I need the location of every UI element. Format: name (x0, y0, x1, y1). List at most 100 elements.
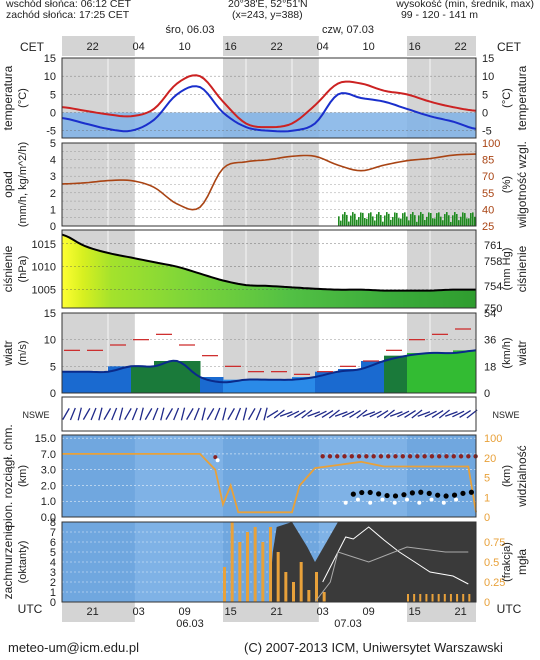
wind-speed-area (338, 369, 362, 393)
precip-bar (344, 212, 346, 226)
wind-ytick-right: 54 (484, 308, 496, 320)
wind-direction-arrow (144, 408, 153, 420)
bottom-axis-night-band (62, 602, 135, 622)
precip-bar (428, 212, 430, 226)
low-cloud-dot (355, 497, 360, 502)
precip-bar (430, 212, 432, 226)
wind-direction-arrow (160, 407, 165, 421)
wind-direction-arrow (118, 407, 124, 421)
low-cloud-dot (454, 497, 459, 502)
humidity-ytick-right: 70 (482, 171, 494, 183)
precip-bar (348, 221, 350, 226)
grid-text: (x=243, y=388) (232, 9, 303, 21)
fog-ytick-right: 0.5 (484, 557, 499, 569)
wind-direction-arrow (349, 410, 361, 418)
precip-bar (388, 213, 390, 226)
wind-direction-arrow (397, 410, 410, 418)
wind-direction-arrow (279, 411, 293, 417)
precip-bar (408, 220, 410, 226)
winddir-label-left: NSWE (23, 410, 50, 420)
low-cloud-dot (392, 500, 397, 505)
precip-frame (61, 142, 477, 227)
height-label: wysokość (min, średnik, max) (396, 0, 534, 10)
top-axis-night-band (407, 36, 476, 56)
footer-copyright: (C) 2007-2013 ICM, Uniwersytet Warszawsk… (244, 640, 503, 655)
fog-bar (419, 594, 422, 602)
precip-bar (380, 215, 382, 226)
precip-ytick-left: 0 (50, 221, 56, 233)
cloud-ytick-left: 0 (50, 597, 56, 609)
top-hour-label: 04 (317, 41, 329, 53)
tz-label-right: CET (497, 40, 522, 54)
wind-direction-arrow (90, 407, 97, 421)
wind-direction-arrow (307, 411, 321, 417)
cloud-height-dot (407, 454, 413, 459)
precip-bar (448, 215, 450, 226)
wind-direction-arrow (131, 407, 138, 421)
precip-bar (466, 218, 468, 226)
precip-bar (390, 219, 392, 226)
wind-direction-arrow (459, 410, 471, 418)
humidity-ytick-right: 25 (482, 221, 494, 233)
precip-bar (404, 212, 406, 226)
cloud-ytick-left: 4 (50, 557, 56, 569)
precip-bar (470, 213, 472, 226)
cloud-height-dot (349, 454, 354, 459)
cloud-ylabel-left: zachmurzenie (1, 524, 15, 599)
wind-direction-arrow (342, 410, 355, 418)
pressure-yunit-left: (hPa) (17, 256, 29, 283)
dewpoint-line (61, 85, 477, 133)
cloud-cover-area (269, 522, 476, 602)
wind-speed-area (177, 361, 201, 393)
top-hour-label: 16 (225, 41, 237, 53)
precip-ytick-left: 5 (50, 138, 56, 150)
fog-bar (299, 562, 303, 602)
wind-direction-arrow (173, 407, 180, 421)
wind-direction-arrow (266, 410, 279, 418)
precip-bar (386, 212, 388, 226)
fog-bar (437, 594, 440, 602)
cloud-base-dot (451, 492, 458, 498)
fog-bar (462, 594, 465, 602)
precip-bar (364, 218, 366, 226)
fog-bar (292, 582, 295, 602)
bottom-date-2: 07.03 (334, 618, 362, 630)
precip-ytick-left: 3 (50, 171, 56, 183)
bottom-hour-label: 09 (179, 606, 191, 618)
precip-bar (450, 221, 452, 226)
visibility-night-band (407, 435, 476, 517)
cloud-height-dot (393, 454, 398, 459)
wind-direction-arrow (376, 410, 389, 418)
pressure-ytick-left: 1010 (32, 262, 56, 274)
fog-ytick-right: 0 (484, 597, 490, 609)
wind-speed-line (62, 349, 477, 384)
wind-direction-arrow (77, 407, 82, 421)
wind-speed-area (384, 355, 408, 393)
cloud-ytick-left: 6 (50, 537, 56, 549)
wind-direction-arrow (314, 410, 327, 418)
top-axis-night-band (62, 36, 135, 56)
cloud-height-dot (422, 454, 427, 459)
cloud-height-dot (415, 454, 420, 459)
cloud-ytick-left: 2 (50, 577, 56, 589)
visibility-ytick-left: 2.0 (41, 480, 56, 492)
wind-direction-arrow (234, 407, 242, 421)
wind-direction-arrow (69, 407, 76, 421)
wind-direction-arrow (389, 411, 403, 417)
wind-ytick-right: 0 (484, 388, 490, 400)
tz-label-left: CET (20, 40, 45, 54)
cloud-base-dot (443, 493, 449, 499)
cloud-ylabel-right: mgła (515, 549, 529, 575)
wind-direction-arrow (273, 409, 285, 419)
wind-speed-area (453, 350, 477, 393)
fog-bar (456, 594, 459, 602)
low-cloud-dot (417, 500, 422, 505)
wind-speed-area (108, 366, 132, 393)
footer-email[interactable]: meteo-um@icm.edu.pl (8, 640, 139, 655)
bottom-hour-label: 15 (225, 606, 237, 618)
pressure-ylabel-left: ciśnienie (1, 245, 15, 292)
wind-direction-arrow (328, 409, 340, 419)
wind-ylabel-right: wiatr (515, 340, 529, 366)
fog-bar (261, 542, 265, 602)
temp-ytick-right: 5 (482, 89, 488, 101)
